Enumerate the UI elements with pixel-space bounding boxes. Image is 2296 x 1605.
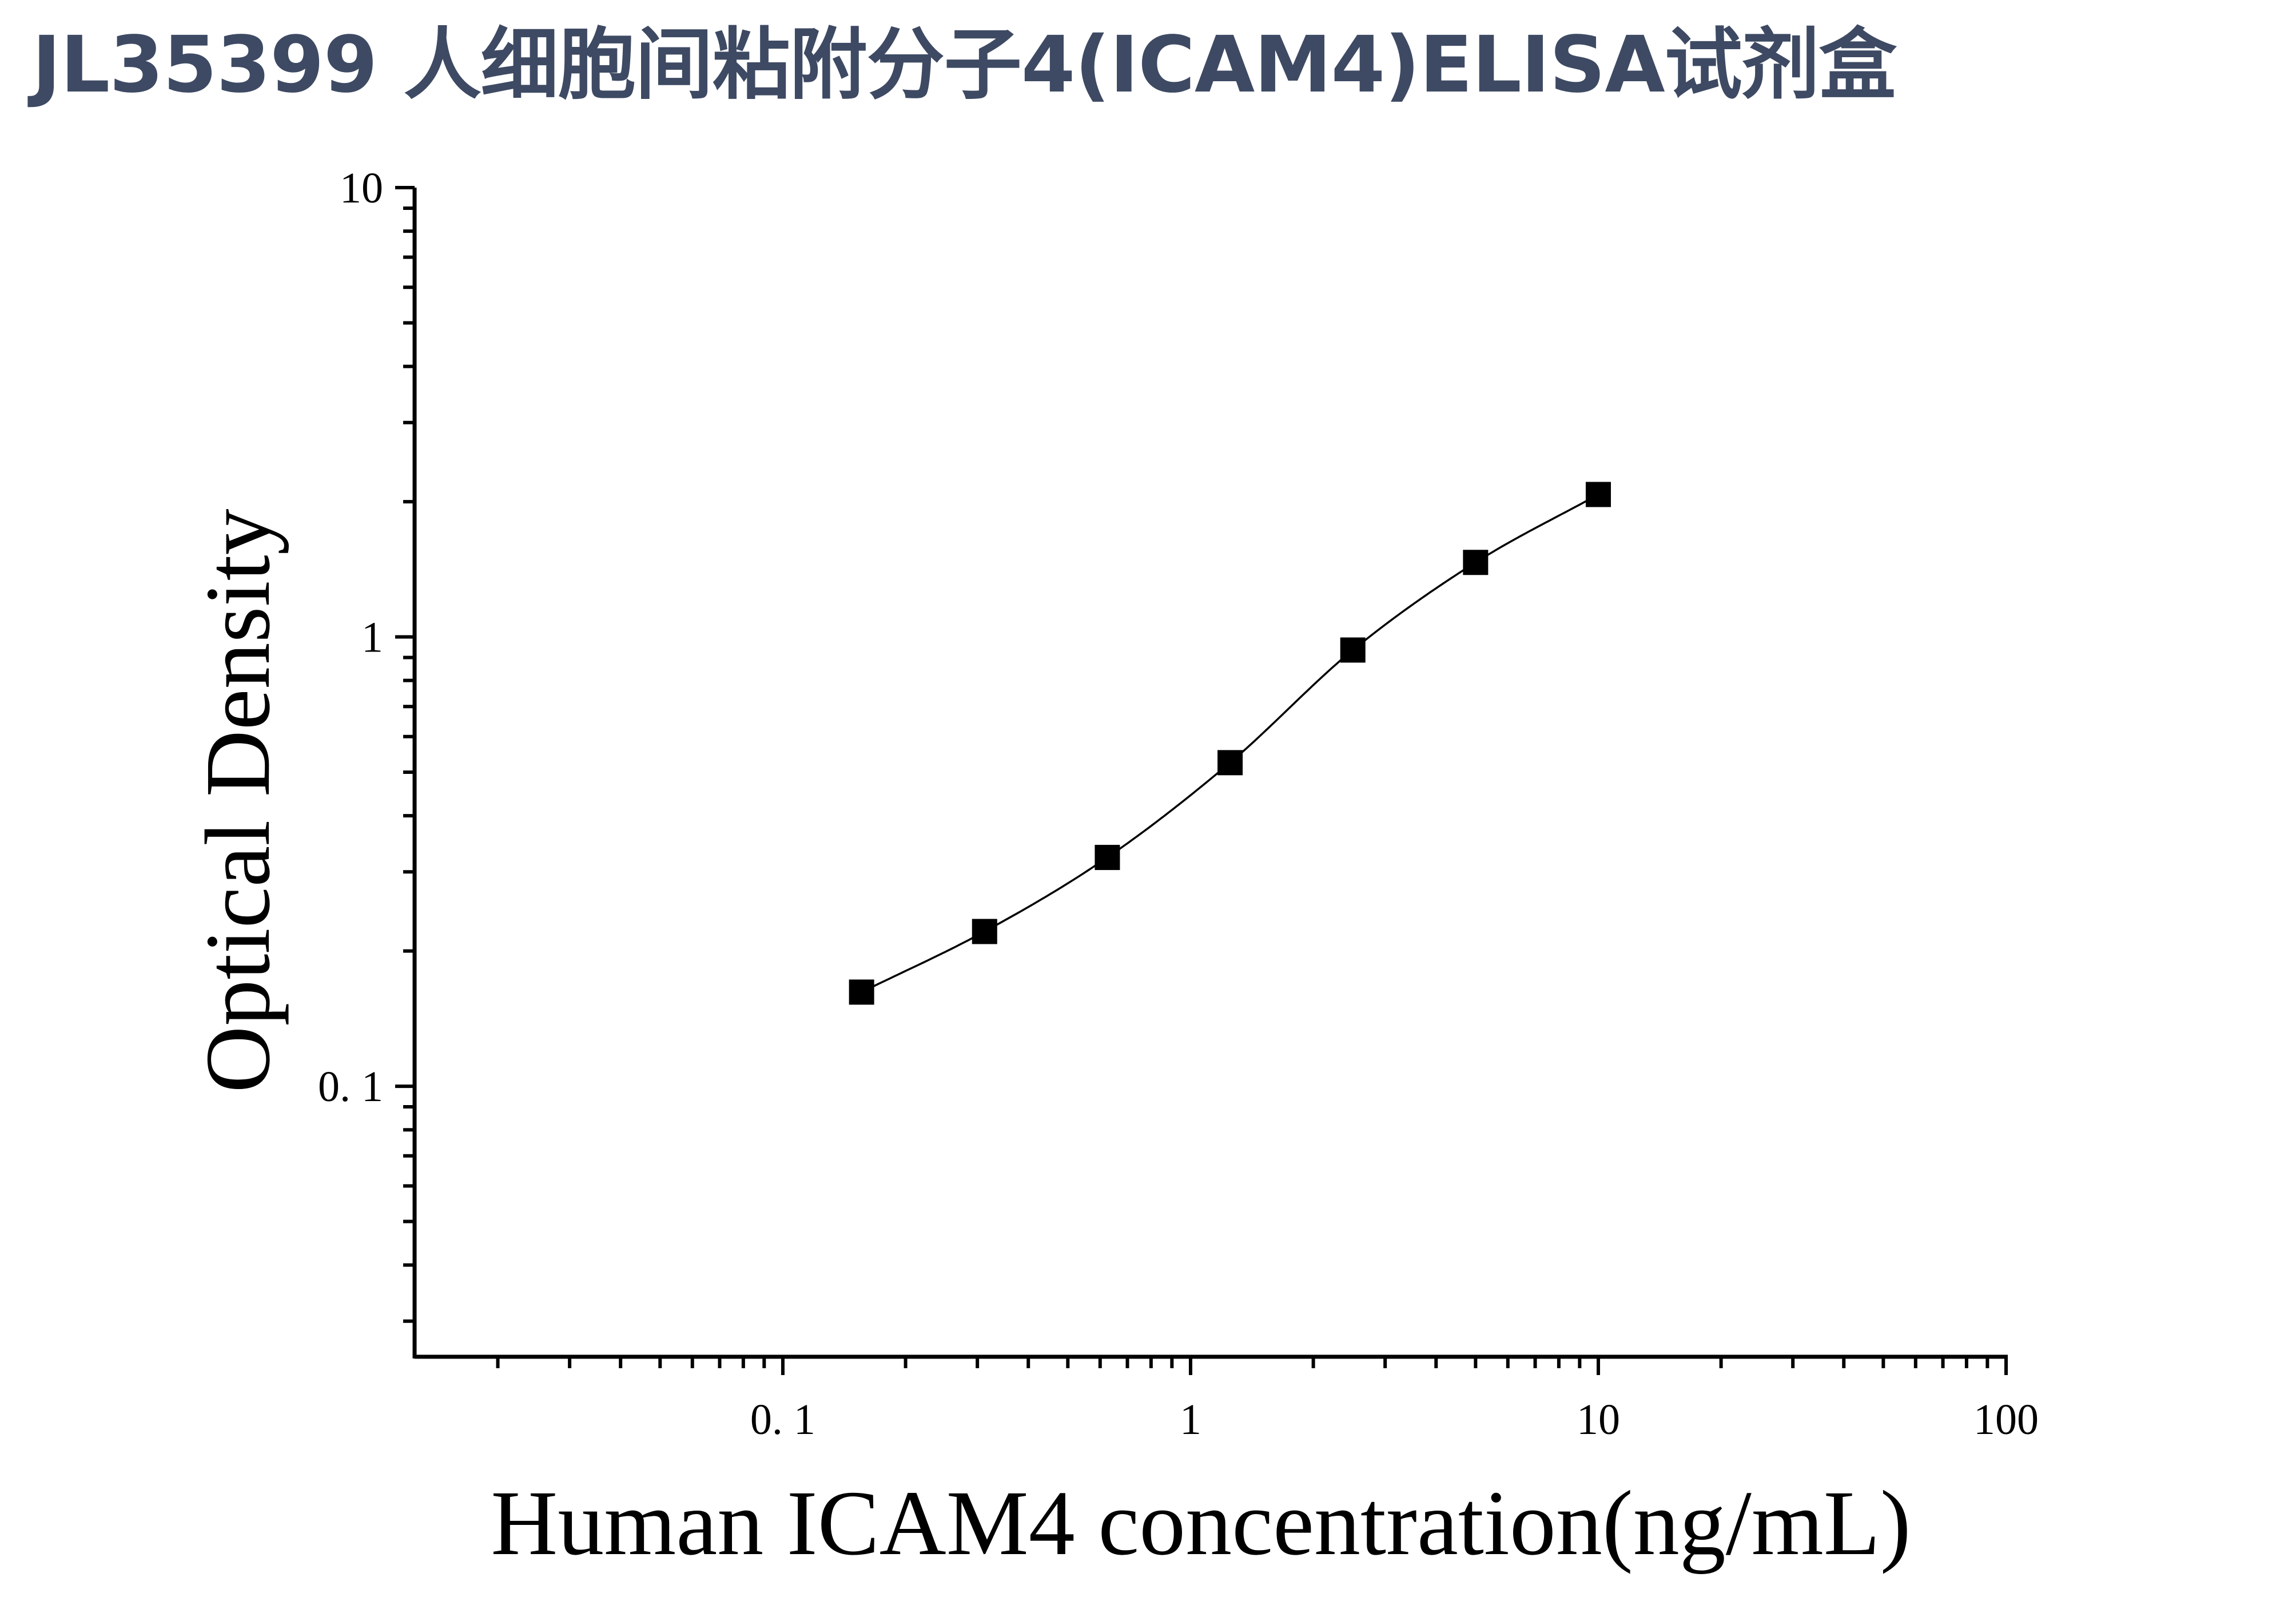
x-tick-label: 0. 1 xyxy=(750,1396,815,1444)
data-point xyxy=(1095,845,1120,871)
x-tick-label: 1 xyxy=(1180,1396,1201,1444)
page-title: JL35399 人细胞间粘附分子4(ICAM4)ELISA试剂盒 xyxy=(32,20,1897,110)
chart-ticks: 0. 1 1 10 100 0. 1 1 10 xyxy=(318,164,2039,1444)
data-point xyxy=(1585,482,1611,507)
data-points xyxy=(849,482,1611,1005)
data-point xyxy=(1463,550,1489,575)
y-tick-label: 1 xyxy=(361,614,383,662)
y-tick-label: 10 xyxy=(340,164,383,212)
y-tick-label: 0. 1 xyxy=(318,1063,383,1111)
data-point xyxy=(972,919,997,944)
x-axis-label: Human ICAM4 concentration(ng/mL) xyxy=(491,1472,1911,1575)
y-axis-label: Optical Density xyxy=(187,508,289,1092)
data-point xyxy=(1340,637,1366,663)
data-point xyxy=(1217,750,1243,776)
x-tick-label: 100 xyxy=(1973,1396,2039,1444)
chart-axes xyxy=(412,188,2008,1359)
data-point xyxy=(849,979,874,1005)
x-tick-label: 10 xyxy=(1577,1396,1620,1444)
